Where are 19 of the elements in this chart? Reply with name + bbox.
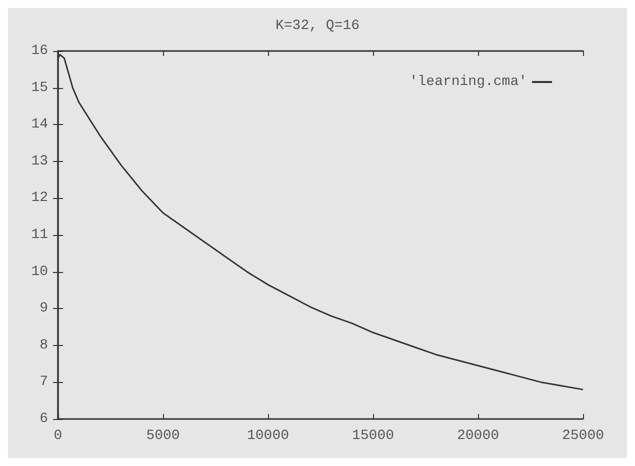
chart-title: K=32, Q=16 bbox=[275, 18, 360, 34]
y-tick-label: 9 bbox=[40, 300, 48, 317]
x-tick-label: 10000 bbox=[246, 428, 290, 444]
x-tick-label: 15000 bbox=[352, 428, 394, 444]
x-tick-label: 20000 bbox=[456, 428, 500, 444]
y-tick-label: 12 bbox=[31, 190, 48, 206]
y-tick-label: 8 bbox=[40, 337, 48, 354]
y-tick-label: 11 bbox=[31, 227, 48, 243]
x-tick-label: 0 bbox=[54, 428, 62, 444]
y-tick-label: 7 bbox=[40, 374, 48, 390]
y-tick-label: 15 bbox=[31, 80, 48, 96]
x-tick-label: 5000 bbox=[146, 428, 180, 444]
y-tick-label: 10 bbox=[31, 264, 48, 280]
x-tick-label: 25000 bbox=[562, 428, 604, 444]
y-tick-label: 14 bbox=[31, 116, 48, 133]
y-tick-label: 6 bbox=[40, 411, 48, 427]
y-tick-label: 13 bbox=[31, 153, 48, 170]
legend-label: 'learning.cma' bbox=[409, 74, 527, 90]
y-tick-label: 16 bbox=[31, 43, 48, 59]
